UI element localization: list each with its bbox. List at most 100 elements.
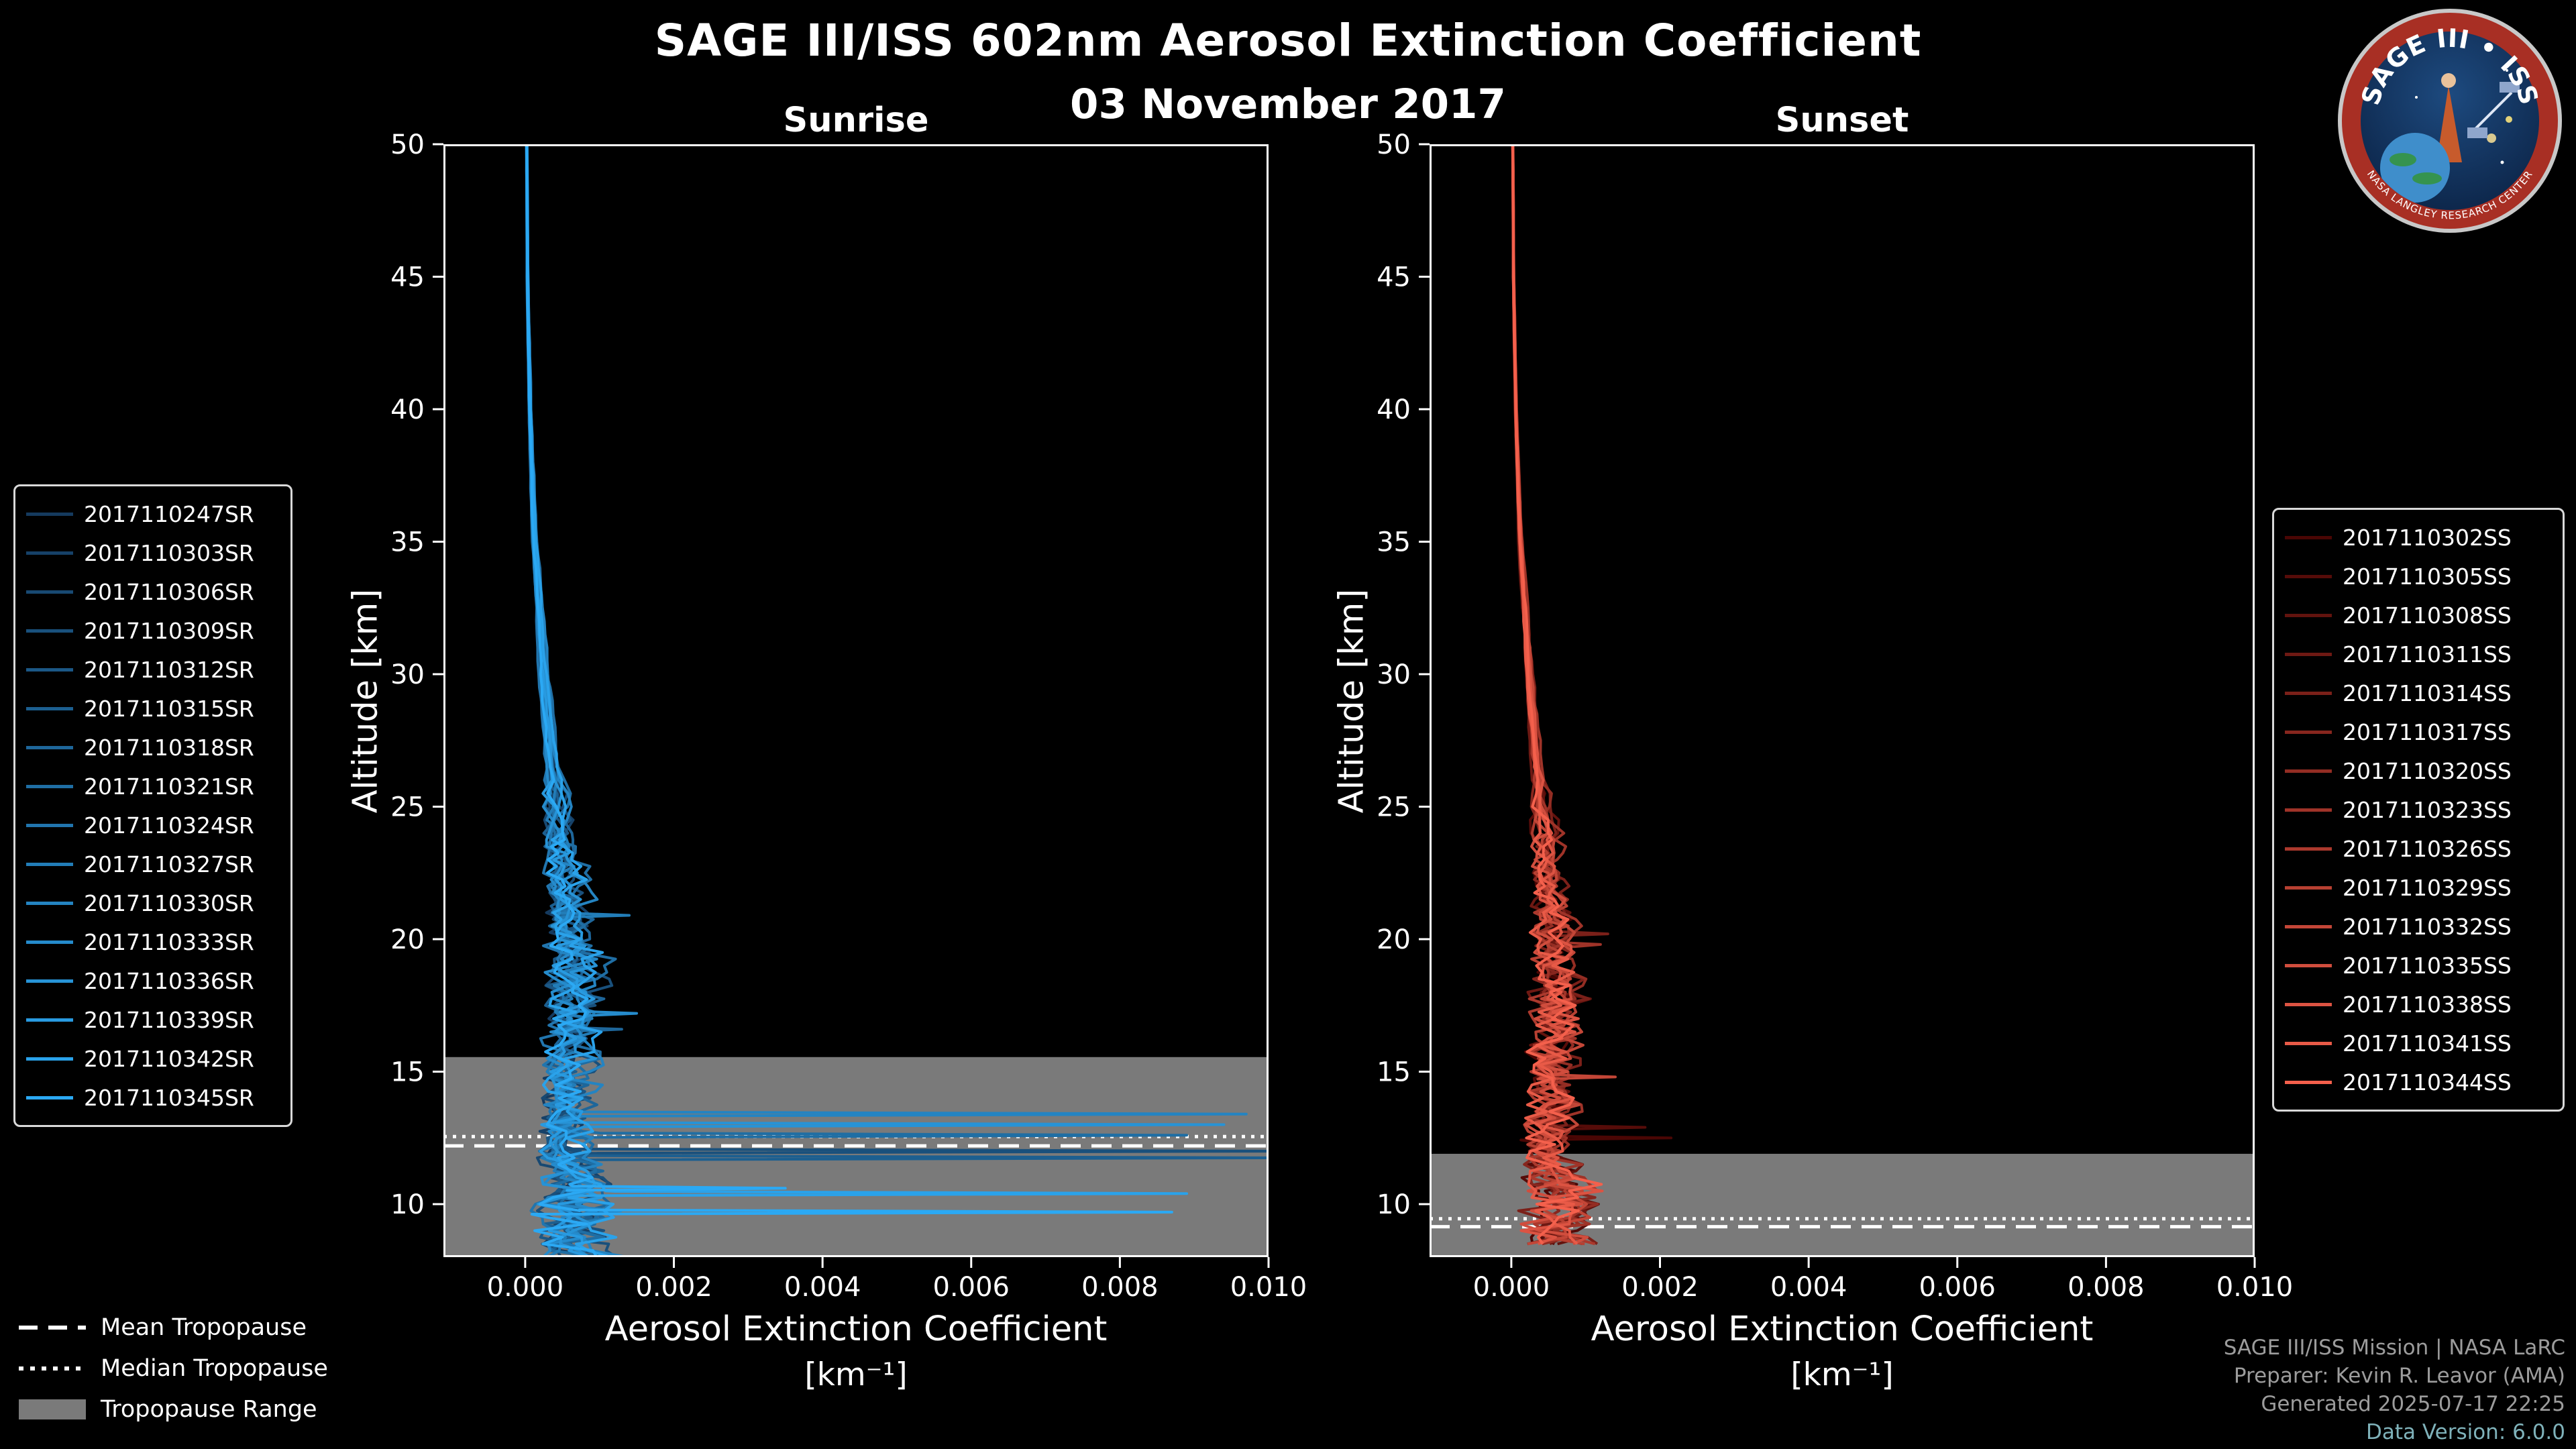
legend-line-swatch: [26, 590, 73, 594]
panel-title-sunrise: Sunrise: [783, 101, 929, 140]
legend-label: 2017110306SR: [84, 578, 254, 605]
legend-label: 2017110314SS: [2343, 680, 2512, 706]
legend-label: 2017110338SS: [2343, 991, 2512, 1018]
legend-item-mean-tropopause: Mean Tropopause: [19, 1307, 328, 1348]
y-tick-label: 20: [390, 924, 425, 955]
x-tick-label: 0.002: [1621, 1272, 1699, 1303]
sunrise-y-axis-label: Altitude [km]: [345, 588, 386, 814]
legend-line-swatch: [26, 862, 73, 866]
legend-label: 2017110344SS: [2343, 1069, 2512, 1095]
legend-item-tropopause-range: Tropopause Range: [19, 1389, 328, 1430]
legend-line-swatch: [26, 667, 73, 672]
sage-iii-iss-mission-patch-logo: SAGE III • ISS NASA LANGLEY RESEARCH CEN…: [2338, 9, 2562, 233]
dashed-line-swatch: [19, 1325, 86, 1330]
legend-label: 2017110327SR: [84, 851, 254, 877]
x-tick-label: 0.006: [1919, 1272, 1996, 1303]
credit-data-version: Data Version: 6.0.0: [2365, 1420, 2565, 1444]
x-tick-label: 0.010: [1230, 1272, 1307, 1303]
patch-figure: [2436, 86, 2462, 162]
x-tick-label: 0.004: [784, 1272, 861, 1303]
legend-line-swatch: [26, 1018, 73, 1022]
plot-frame: [443, 144, 1269, 1257]
patch-figure-head: [2441, 73, 2456, 88]
y-tick-label: 20: [1377, 924, 1411, 955]
legend-line-swatch: [26, 979, 73, 983]
legend-label: 2017110342SR: [84, 1045, 254, 1072]
legend-item: 2017110323SS: [2285, 790, 2552, 829]
sunset-x-axis-label: Aerosol Extinction Coefficient: [1591, 1309, 2094, 1349]
earth-land: [2412, 172, 2442, 184]
legend-line-swatch: [2285, 847, 2332, 851]
legend-label: 2017110335SS: [2343, 952, 2512, 979]
sunset-y-axis-label: Altitude [km]: [1332, 588, 1372, 814]
legend-line-swatch: [2285, 885, 2332, 890]
legend-item: 2017110314SS: [2285, 674, 2552, 712]
legend-line-swatch: [26, 706, 73, 710]
dotted-line-swatch: [19, 1366, 86, 1371]
legend-label: 2017110341SS: [2343, 1030, 2512, 1057]
legend-label: 2017110326SS: [2343, 835, 2512, 862]
panel-title-sunset: Sunset: [1775, 101, 1909, 140]
y-tick-label: 35: [390, 527, 425, 558]
gray-band-swatch: [19, 1399, 86, 1419]
y-tick-label: 35: [1377, 527, 1411, 558]
legend-label: Median Tropopause: [101, 1354, 328, 1382]
legend-item: 2017110342SR: [26, 1039, 280, 1078]
y-tick-label: 10: [390, 1189, 425, 1220]
legend-label: 2017110303SR: [84, 539, 254, 566]
legend-item: 2017110324SR: [26, 806, 280, 845]
legend-item: 2017110320SS: [2285, 751, 2552, 790]
legend-line-swatch: [2285, 769, 2332, 773]
y-tick-label: 50: [390, 129, 425, 160]
sunrise-plot-area: 10 15 20 25 30 35 40 45 50 0.000 0.002 0.004 0.006 0.…: [390, 129, 1307, 1303]
legend-item: 2017110302SS: [2285, 518, 2552, 557]
planet-dot: [2506, 116, 2512, 123]
plot-frame: [1430, 144, 2255, 1257]
legend-label: 2017110247SR: [84, 500, 254, 527]
legend-line-swatch: [26, 551, 73, 555]
legend-item: 2017110339SR: [26, 1000, 280, 1039]
legend-label: 2017110345SR: [84, 1084, 254, 1111]
legend-item: 2017110305SS: [2285, 557, 2552, 596]
sunrise-x-axis-label: Aerosol Extinction Coefficient: [604, 1309, 1108, 1349]
earth-land: [2390, 153, 2416, 166]
y-tick-label: 15: [390, 1057, 425, 1088]
profile-line-2017110344SS: [1511, 144, 1603, 1245]
sunrise-legend: 2017110247SR 2017110303SR 2017110306SR 2017…: [13, 484, 292, 1127]
legend-item: 2017110317SS: [2285, 712, 2552, 751]
x-tick-label: 0.008: [2068, 1272, 2145, 1303]
legend-label: Tropopause Range: [101, 1395, 317, 1423]
legend-item: 2017110330SR: [26, 883, 280, 922]
legend-item: 2017110332SS: [2285, 907, 2552, 946]
y-tick-label: 10: [1377, 1189, 1411, 1220]
planet-dot: [2487, 133, 2496, 143]
legend-item: 2017110344SS: [2285, 1063, 2552, 1102]
legend-label: 2017110333SR: [84, 928, 254, 955]
legend-line-swatch: [2285, 730, 2332, 734]
legend-item: 2017110318SR: [26, 728, 280, 767]
credits-block: SAGE III/ISS Mission | NASA LaRC Prepare…: [2224, 1334, 2565, 1446]
legend-item: 2017110341SS: [2285, 1024, 2552, 1063]
legend-item: 2017110309SR: [26, 611, 280, 650]
chart-subtitle-date: 03 November 2017: [1070, 80, 1506, 128]
x-tick-label: 0.000: [487, 1272, 564, 1303]
legend-item: 2017110247SR: [26, 494, 280, 533]
y-tick-label: 45: [390, 262, 425, 293]
legend-line-swatch: [2285, 613, 2332, 617]
iss-truss: [2472, 91, 2513, 132]
x-tick-label: 0.008: [1081, 1272, 1159, 1303]
legend-label: 2017110302SS: [2343, 524, 2512, 551]
profile-lines-group: [1511, 144, 1673, 1246]
legend-line-swatch: [2285, 924, 2332, 928]
legend-line-swatch: [26, 629, 73, 633]
sunset-legend: 2017110302SS 2017110305SS 2017110308SS 2017…: [2272, 508, 2565, 1112]
earth: [2380, 133, 2450, 203]
legend-label: 2017110330SR: [84, 890, 254, 916]
legend-label: 2017110318SR: [84, 734, 254, 761]
sunrise-x-axis-unit: [km⁻¹]: [804, 1356, 908, 1393]
legend-label: 2017110323SS: [2343, 796, 2512, 823]
sunset-x-axis-unit: [km⁻¹]: [1790, 1356, 1894, 1393]
legend-line-swatch: [26, 1057, 73, 1061]
legend-item: 2017110326SS: [2285, 829, 2552, 868]
